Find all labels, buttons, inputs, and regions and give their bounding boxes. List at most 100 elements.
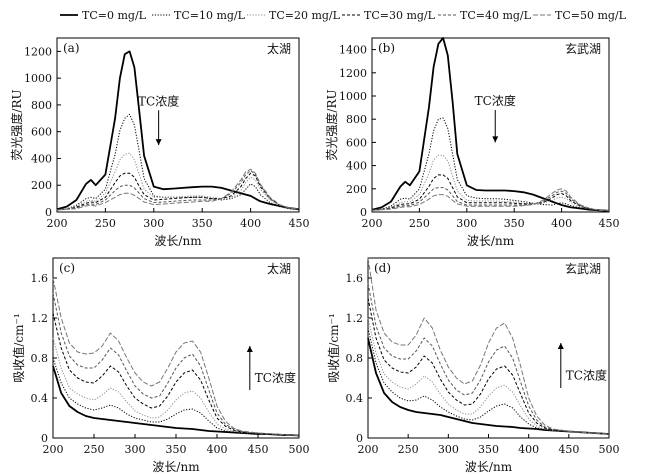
y-tick-label: 600 xyxy=(31,126,52,139)
y-tick-label: 1.2 xyxy=(346,312,364,325)
y-tick-label: 1000 xyxy=(339,90,367,103)
y-tick-label: 200 xyxy=(31,179,52,192)
x-tick-label: 200 xyxy=(43,443,64,456)
tc-arrow: TC浓度 xyxy=(475,93,516,143)
panel-label: (a) xyxy=(63,41,80,55)
legend: TC=0 mg/L TC=10 mg/L TC=20 mg/L TC=30 mg/L T… xyxy=(60,9,627,22)
x-tick-label: 450 xyxy=(599,217,620,230)
x-tick-label: 400 xyxy=(240,217,261,230)
y-tick-label: 1200 xyxy=(24,45,52,58)
series-line-tc10 xyxy=(371,117,610,212)
y-axis-label: 吸收值/cm⁻¹ xyxy=(326,313,341,382)
x-tick-label: 250 xyxy=(409,217,430,230)
series-line-tc50 xyxy=(367,257,610,435)
x-tick-label: 350 xyxy=(504,217,525,230)
series-line-tc0 xyxy=(371,37,610,212)
series-line-tc20 xyxy=(367,317,610,435)
tc-arrow: TC浓度 xyxy=(246,346,296,390)
y-tick-label: 1.2 xyxy=(31,312,49,325)
y-tick-label: 0.8 xyxy=(31,352,49,365)
y-tick-label: 0 xyxy=(356,432,363,445)
y-tick-label: 200 xyxy=(346,183,367,196)
panel-label: (b) xyxy=(378,41,395,55)
y-axis-label: 荧光强度/RU xyxy=(324,89,339,160)
arrow-label: TC浓度 xyxy=(475,93,516,108)
y-tick-label: 600 xyxy=(346,136,367,149)
y-tick-label: 1000 xyxy=(24,72,52,85)
series-line-tc0 xyxy=(367,337,610,435)
site-label: 玄武湖 xyxy=(565,41,601,56)
x-tick-label: 350 xyxy=(192,217,213,230)
legend-label: TC=0 mg/L xyxy=(82,9,147,22)
series-line-tc30 xyxy=(371,174,610,212)
legend-label: TC=40 mg/L xyxy=(460,9,532,22)
y-tick-label: 1400 xyxy=(339,44,367,57)
arrow-head-icon xyxy=(557,343,564,349)
panel-label: (d) xyxy=(374,261,391,275)
x-tick-label: 200 xyxy=(362,217,383,230)
y-tick-label: 0.8 xyxy=(346,352,364,365)
x-tick-label: 250 xyxy=(95,217,116,230)
x-tick-label: 450 xyxy=(558,443,579,456)
series-line-tc40 xyxy=(56,170,300,211)
series-line-tc50 xyxy=(52,277,300,436)
y-tick-label: 0.4 xyxy=(31,392,49,405)
x-tick-label: 500 xyxy=(599,443,620,456)
y-tick-label: 0.4 xyxy=(346,392,364,405)
series-line-tc50 xyxy=(371,188,610,212)
x-tick-label: 450 xyxy=(289,217,310,230)
arrow-label: TC浓度 xyxy=(255,370,296,385)
chart-panel-a: 200 250 300 350 400 450020040060080010001200波… xyxy=(9,37,310,248)
legend-label: TC=10 mg/L xyxy=(174,9,246,22)
y-tick-label: 400 xyxy=(31,152,52,165)
series-line-tc30 xyxy=(56,172,300,211)
legend-item: TC=40 mg/L xyxy=(438,9,532,22)
x-tick-label: 400 xyxy=(207,443,228,456)
site-label: 太湖 xyxy=(267,261,291,276)
arrow-head-icon xyxy=(155,139,162,146)
x-tick-label: 250 xyxy=(398,443,419,456)
y-axis-label: 吸收值/cm⁻¹ xyxy=(11,313,26,382)
legend-item: TC=10 mg/L xyxy=(152,9,246,22)
series-line-tc50 xyxy=(56,168,300,211)
x-tick-label: 350 xyxy=(166,443,187,456)
series-line-tc40 xyxy=(371,187,610,212)
arrow-label: TC浓度 xyxy=(138,93,179,108)
legend-label: TC=30 mg/L xyxy=(364,9,436,22)
y-tick-label: 0 xyxy=(360,206,367,219)
y-tick-label: 400 xyxy=(346,160,367,173)
legend-item: TC=30 mg/L xyxy=(342,9,436,22)
arrow-head-icon xyxy=(246,346,253,352)
x-tick-label: 200 xyxy=(358,443,379,456)
legend-label: TC=50 mg/L xyxy=(555,9,627,22)
tc-arrow: TC浓度 xyxy=(557,343,607,388)
y-tick-label: 1.6 xyxy=(346,272,364,285)
y-tick-label: 800 xyxy=(346,113,367,126)
x-tick-label: 450 xyxy=(248,443,269,456)
x-tick-label: 350 xyxy=(478,443,499,456)
series-line-tc40 xyxy=(367,282,610,435)
series-line-tc10 xyxy=(52,357,300,436)
x-tick-label: 300 xyxy=(143,217,164,230)
chart-panel-b: 200 250 300 350 400 4500200400600800100012001… xyxy=(324,37,620,248)
x-axis-label: 波长/nm xyxy=(465,460,513,474)
x-tick-label: 200 xyxy=(47,217,68,230)
plot-frame xyxy=(371,37,610,213)
legend-label: TC=20 mg/L xyxy=(269,9,341,22)
y-tick-label: 0 xyxy=(41,432,48,445)
series-line-tc30 xyxy=(367,297,610,435)
x-tick-label: 400 xyxy=(518,443,539,456)
site-label: 太湖 xyxy=(267,41,291,56)
series-line-tc0 xyxy=(56,50,300,211)
y-tick-label: 0 xyxy=(45,206,52,219)
x-axis-label: 波长/nm xyxy=(467,234,515,248)
x-tick-label: 500 xyxy=(289,443,310,456)
y-tick-label: 1200 xyxy=(339,67,367,80)
y-tick-label: 1.6 xyxy=(31,272,49,285)
y-tick-label: 800 xyxy=(31,99,52,112)
arrow-label: TC浓度 xyxy=(566,368,607,383)
arrow-head-icon xyxy=(492,136,499,143)
x-tick-label: 300 xyxy=(456,217,477,230)
y-axis-label: 荧光强度/RU xyxy=(9,89,24,160)
chart-panel-c: 200 250 300 350 400 450 500 0 0.4 0.8 1.2 1.6 波长/nm 吸… xyxy=(11,257,310,474)
